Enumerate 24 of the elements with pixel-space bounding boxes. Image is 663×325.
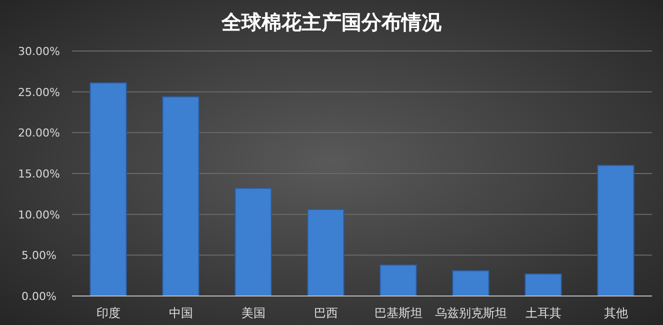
x-tick-label: 巴基斯坦: [374, 306, 422, 320]
chart-title: 全球棉花主产国分布情况: [220, 10, 442, 34]
y-tick-label: 10.00%: [18, 208, 60, 222]
x-tick-label: 印度: [96, 306, 120, 320]
x-tick-label: 中国: [168, 306, 193, 320]
bar: [307, 208, 344, 296]
bar: [597, 164, 634, 296]
y-tick-label: 25.00%: [18, 86, 60, 99]
y-tick-label: 15.00%: [18, 168, 60, 180]
bar: [452, 270, 490, 296]
y-tick-label: 20.00%: [18, 126, 60, 140]
x-tick-label: 巴西: [314, 306, 338, 320]
x-tick-label: 其他: [604, 306, 628, 320]
x-tick-label: 乌兹别克斯坦: [434, 306, 507, 320]
y-tick-label: 0.00%: [22, 290, 56, 303]
x-tick-label: 美国: [241, 306, 266, 320]
y-tick-label: 30.00%: [18, 45, 60, 58]
x-tick-label: 土耳其: [525, 306, 562, 320]
bar: [234, 188, 272, 296]
bar: [162, 96, 200, 296]
y-tick-label: 5.00%: [22, 249, 56, 262]
bar: [90, 82, 127, 296]
bar: [524, 273, 562, 296]
bar: [380, 264, 417, 296]
